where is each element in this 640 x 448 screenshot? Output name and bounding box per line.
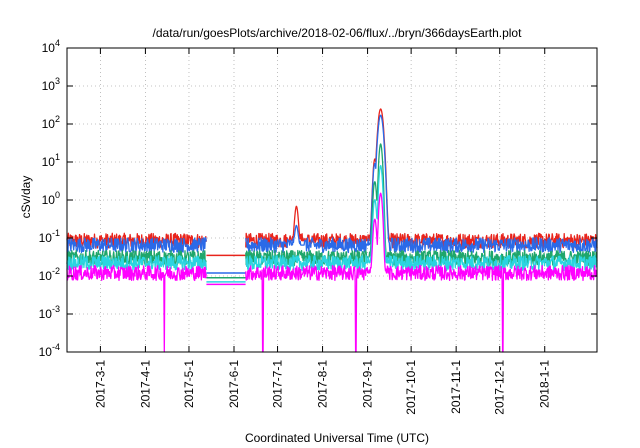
x-axis-ticks: 2017-3-1 2017-4-1 2017-5-1 2017-6-1 2017-7-1… — [93, 48, 552, 415]
x-tick-label: 2018-1-1 — [538, 360, 552, 408]
x-tick-label: 2017-12-1 — [493, 360, 507, 415]
y-axis-ticks: 10-4 10-3 10-2 10-1 100 101 102 103 104 — [39, 38, 597, 359]
x-tick-label: 2017-4-1 — [138, 360, 152, 408]
x-tick-label: 2017-3-1 — [93, 360, 107, 408]
y-tick-label: 10-2 — [39, 266, 60, 283]
y-tick-label: 104 — [42, 38, 60, 55]
y-tick-label: 10-1 — [39, 228, 60, 245]
y-tick-label: 103 — [42, 76, 60, 93]
series-line — [66, 192, 598, 353]
y-tick-label: 10-4 — [39, 342, 60, 359]
series-line — [66, 164, 598, 272]
x-tick-label: 2017-6-1 — [227, 360, 241, 408]
x-tick-label: 2017-9-1 — [361, 360, 375, 408]
x-tick-label: 2017-5-1 — [182, 360, 196, 408]
x-tick-label: 2017-10-1 — [404, 360, 418, 415]
y-tick-label: 102 — [42, 114, 60, 131]
grid-lines — [67, 47, 597, 353]
series-line — [66, 108, 598, 249]
y-axis-label: cSv/day — [19, 176, 33, 219]
x-axis-label: Coordinated Universal Time (UTC) — [245, 431, 429, 445]
y-tick-label: 101 — [42, 152, 60, 169]
x-tick-label: 2017-11-1 — [449, 360, 463, 414]
series-line — [66, 114, 598, 254]
x-tick-label: 2017-7-1 — [271, 360, 285, 408]
chart-series — [66, 108, 598, 353]
chart-title: /data/run/goesPlots/archive/2018-02-06/f… — [153, 26, 523, 40]
y-tick-label: 100 — [42, 190, 60, 207]
y-tick-label: 10-3 — [39, 304, 60, 321]
x-tick-label: 2017-8-1 — [316, 360, 330, 408]
